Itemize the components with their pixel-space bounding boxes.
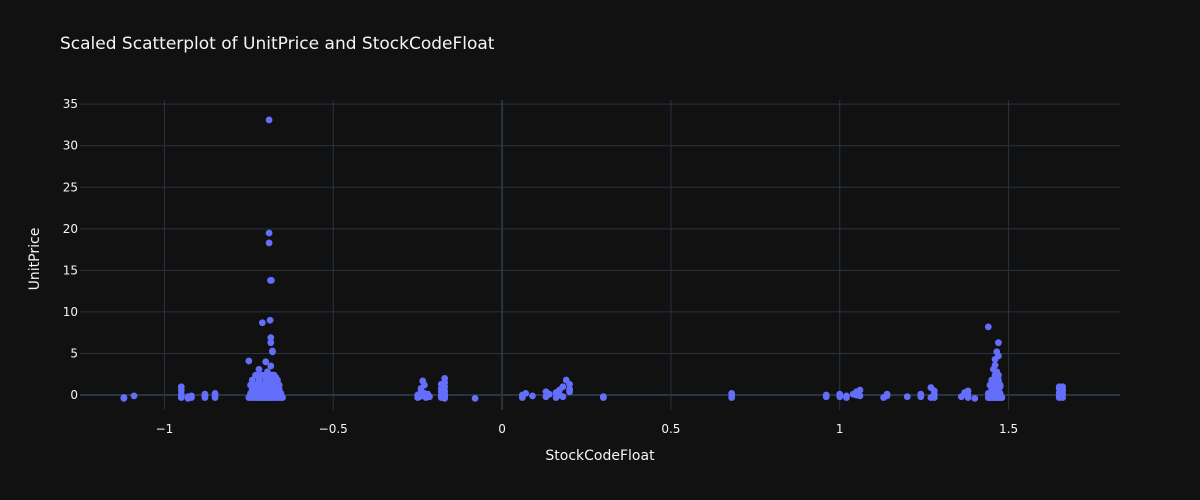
y-tick-label: 10 <box>63 305 78 319</box>
data-point <box>522 389 530 397</box>
data-point <box>267 334 275 342</box>
data-point <box>903 393 911 401</box>
data-point <box>245 357 253 365</box>
data-point <box>529 392 536 400</box>
data-point <box>262 358 270 366</box>
data-point <box>856 392 864 400</box>
data-point <box>559 383 567 391</box>
y-tick-label: 15 <box>63 263 78 277</box>
data-point <box>993 348 1001 356</box>
data-point <box>268 276 275 284</box>
x-tick-label: 1 <box>836 422 844 436</box>
data-point <box>211 389 219 397</box>
data-point <box>201 390 209 398</box>
data-point <box>177 394 185 401</box>
data-point <box>264 368 271 376</box>
grid-layer <box>80 100 1120 410</box>
data-point <box>120 394 128 401</box>
data-point <box>971 394 979 402</box>
data-point <box>964 391 972 399</box>
data-point <box>424 390 432 398</box>
data-point <box>265 229 273 237</box>
data-point <box>188 392 195 400</box>
x-axis-title: StockCodeFloat <box>545 448 655 464</box>
data-point <box>269 348 276 356</box>
data-point <box>930 394 938 401</box>
data-point <box>255 376 263 384</box>
data-point <box>414 394 422 401</box>
y-tick-label: 25 <box>63 180 78 194</box>
y-tick-label: 0 <box>70 388 78 402</box>
x-tick-label: 0.5 <box>661 422 680 436</box>
data-point <box>843 392 850 400</box>
y-tick-label: 20 <box>63 222 78 236</box>
data-point <box>265 116 273 124</box>
marker-layer <box>120 116 1066 402</box>
data-point <box>266 316 274 324</box>
data-point <box>1055 383 1063 391</box>
y-tick-label: 35 <box>63 97 78 111</box>
data-point <box>984 323 992 331</box>
data-point <box>545 390 553 398</box>
data-point <box>419 377 427 385</box>
data-point <box>258 319 266 327</box>
data-point <box>883 390 891 398</box>
chart-title: Scaled Scatterplot of UnitPrice and Stoc… <box>60 34 495 54</box>
data-point <box>991 361 999 369</box>
data-point <box>995 371 1002 379</box>
data-point <box>996 383 1004 391</box>
data-point <box>559 393 567 401</box>
data-point <box>471 394 479 402</box>
x-tick-label: 0 <box>498 422 506 436</box>
data-point <box>566 388 574 396</box>
data-point <box>441 394 449 402</box>
data-point <box>995 339 1002 347</box>
data-point <box>417 384 425 392</box>
y-axis-title: UnitPrice <box>27 228 43 291</box>
x-tick-label: −1 <box>156 422 174 436</box>
data-point <box>255 365 263 373</box>
data-point <box>566 380 574 388</box>
data-point <box>728 389 736 397</box>
data-point <box>265 239 273 247</box>
data-point <box>267 339 275 347</box>
data-point <box>599 394 607 401</box>
data-point <box>248 376 256 384</box>
data-point <box>130 392 138 400</box>
x-tick-label: 1.5 <box>999 422 1018 436</box>
data-point <box>267 375 275 382</box>
x-tick-label: −0.5 <box>319 422 348 436</box>
data-point <box>917 393 925 401</box>
data-point <box>267 362 275 370</box>
data-point <box>836 390 844 398</box>
data-point <box>822 391 830 399</box>
data-point <box>856 386 864 394</box>
tick-layer: −1 −0.5 0 0.5 1 1.5 0 5 10 15 20 25 30 35 <box>63 97 1018 436</box>
y-tick-label: 5 <box>70 346 78 360</box>
y-tick-label: 30 <box>63 139 78 153</box>
data-point <box>262 376 270 384</box>
